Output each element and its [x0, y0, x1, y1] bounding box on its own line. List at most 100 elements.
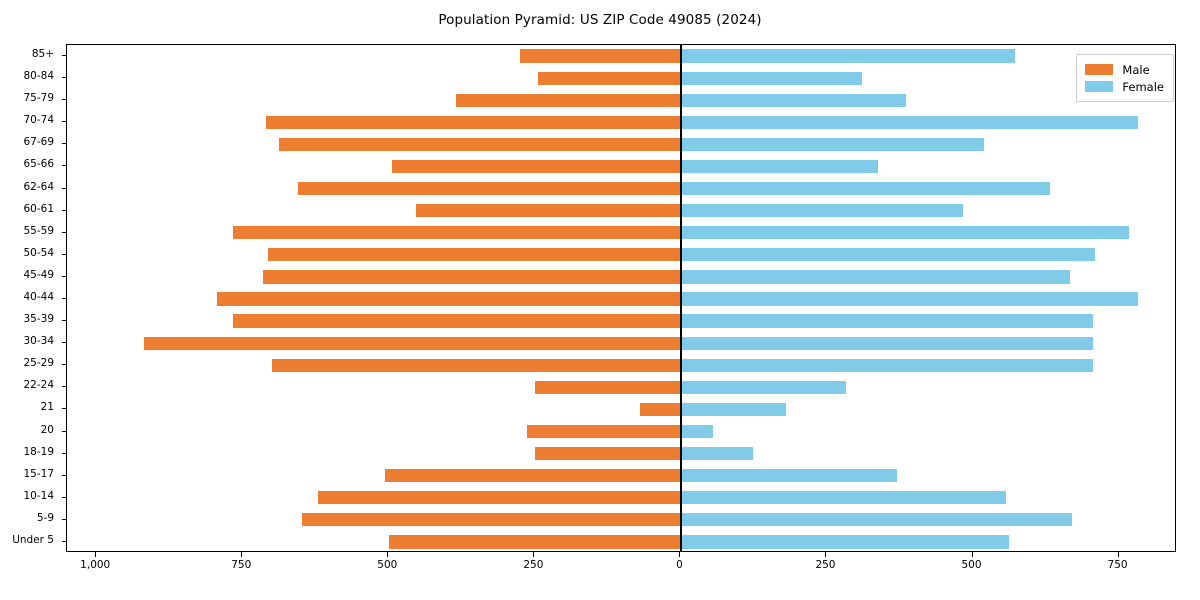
bar-male-67-69[interactable] [279, 137, 681, 151]
bar-female-67-69[interactable] [680, 137, 985, 151]
x-tick-label-2: 500 [377, 559, 398, 571]
y-tick-mark [62, 320, 66, 322]
bar-row [67, 159, 1175, 174]
bar-male-20[interactable] [527, 424, 681, 439]
y-tick-mark [62, 496, 66, 498]
bar-male-55-59[interactable] [232, 226, 681, 240]
y-tick-label-21: 21 [40, 401, 54, 414]
legend-entry-male: Male [1085, 61, 1164, 78]
bar-female-25-29[interactable] [680, 358, 1093, 372]
bar-female-62-64[interactable] [680, 181, 1050, 196]
bar-female-21[interactable] [680, 402, 787, 417]
y-tick-mark [62, 364, 66, 366]
bar-row [67, 93, 1175, 107]
bar-male-50-54[interactable] [267, 248, 681, 262]
y-tick-mark [62, 540, 66, 542]
bar-female-80-84[interactable] [680, 71, 863, 85]
bar-male-85-[interactable] [520, 49, 681, 63]
bar-male-under-5[interactable] [389, 535, 681, 549]
bar-female-65-66[interactable] [680, 159, 879, 174]
bar-male-15-17[interactable] [385, 469, 681, 483]
bar-female-85-[interactable] [680, 49, 1015, 63]
y-tick-mark [62, 430, 66, 432]
y-tick-mark [62, 99, 66, 101]
bar-male-62-64[interactable] [297, 181, 681, 196]
bar-female-15-17[interactable] [680, 469, 897, 483]
bar-female-70-74[interactable] [680, 115, 1139, 129]
x-tick-mark [1117, 552, 1119, 557]
bar-male-25-29[interactable] [272, 358, 681, 372]
y-tick-label-45-49: 45-49 [23, 268, 54, 281]
x-tick-label-6: 500 [961, 559, 982, 571]
y-tick-mark [62, 209, 66, 211]
legend-swatch-male-icon [1085, 64, 1114, 75]
x-tick-mark [825, 552, 827, 557]
bar-female-30-34[interactable] [680, 336, 1094, 350]
bar-male-65-66[interactable] [392, 159, 681, 174]
bar-female-50-54[interactable] [680, 248, 1095, 262]
x-axis-tick-marks [0, 552, 1200, 558]
y-tick-label-10-14: 10-14 [23, 489, 54, 502]
x-tick-label-7: 750 [1107, 559, 1128, 571]
bar-female-5-9[interactable] [680, 513, 1073, 527]
bar-row [67, 513, 1175, 527]
y-tick-mark [62, 187, 66, 189]
bar-male-22-24[interactable] [534, 380, 681, 394]
bar-female-22-24[interactable] [680, 380, 846, 394]
bar-male-35-39[interactable] [232, 314, 681, 328]
zero-axis-line [680, 45, 682, 551]
bar-female-35-39[interactable] [680, 314, 1094, 328]
y-tick-mark [62, 298, 66, 299]
bar-male-60-61[interactable] [415, 204, 681, 218]
y-tick-label-70-74: 70-74 [23, 114, 54, 127]
bar-row [67, 292, 1175, 306]
bar-row [67, 204, 1175, 218]
bar-row [67, 181, 1175, 196]
bar-male-75-79[interactable] [455, 93, 681, 107]
x-tick-label-3: 250 [523, 559, 544, 571]
y-tick-label-under-5: Under 5 [12, 533, 54, 546]
bar-male-80-84[interactable] [537, 71, 681, 85]
bar-male-21[interactable] [639, 402, 681, 417]
x-axis-tick-labels: 1,000 750 500 250 0 250 500 750 [0, 559, 1200, 579]
bar-female-10-14[interactable] [680, 491, 1006, 505]
bar-male-45-49[interactable] [263, 270, 681, 284]
y-tick-label-35-39: 35-39 [23, 313, 54, 326]
bar-row [67, 469, 1175, 483]
legend-entry-female: Female [1085, 78, 1164, 95]
y-tick-mark [62, 452, 66, 454]
y-tick-mark [62, 342, 66, 344]
y-tick-label-15-17: 15-17 [23, 467, 54, 480]
y-tick-mark [62, 386, 66, 388]
bar-row [67, 270, 1175, 284]
bar-female-55-59[interactable] [680, 226, 1130, 240]
x-tick-label-4: 0 [676, 559, 683, 571]
bar-female-under-5[interactable] [680, 535, 1009, 549]
bar-female-40-44[interactable] [680, 292, 1138, 306]
bar-male-30-34[interactable] [144, 336, 681, 350]
bar-row [67, 380, 1175, 394]
bar-female-20[interactable] [680, 424, 713, 439]
bar-male-5-9[interactable] [302, 513, 681, 527]
bar-female-75-79[interactable] [680, 93, 906, 107]
bar-row [67, 402, 1175, 417]
bar-male-40-44[interactable] [216, 292, 681, 306]
bar-row [67, 491, 1175, 505]
y-tick-label-67-69: 67-69 [23, 136, 54, 149]
bar-male-10-14[interactable] [318, 491, 681, 505]
y-tick-label-75-79: 75-79 [23, 92, 54, 105]
x-tick-label-5: 250 [815, 559, 836, 571]
chart-title: Population Pyramid: US ZIP Code 49085 (2… [438, 12, 762, 28]
bar-female-45-49[interactable] [680, 270, 1071, 284]
y-tick-label-18-19: 18-19 [23, 445, 54, 458]
y-tick-label-40-44: 40-44 [23, 291, 54, 303]
bar-row [67, 446, 1175, 461]
bar-female-18-19[interactable] [680, 446, 753, 461]
bar-male-18-19[interactable] [534, 446, 681, 461]
x-tick-label-1: 750 [231, 559, 252, 571]
legend-swatch-female-icon [1085, 81, 1114, 92]
bar-female-60-61[interactable] [680, 204, 963, 218]
y-tick-label-22-24: 22-24 [23, 379, 54, 392]
bar-male-70-74[interactable] [266, 115, 681, 129]
